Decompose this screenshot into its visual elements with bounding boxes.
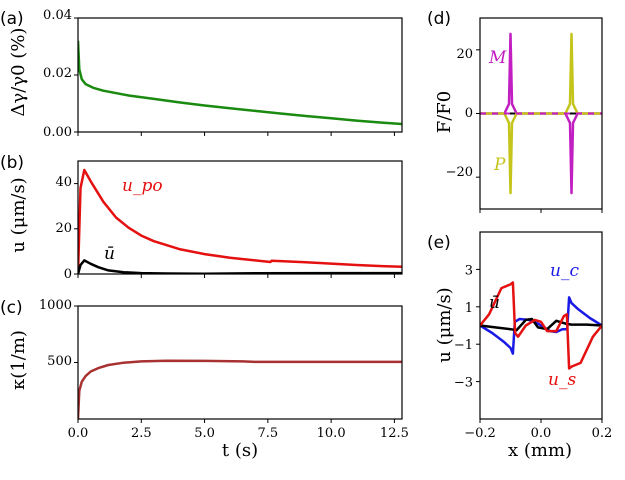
annotation-u-bar-e: ū (489, 293, 500, 313)
ytick-d-1: 0 (465, 106, 473, 121)
axes-panel-c: 0.0 2.5 5.0 7.5 10.0 12.5 (68, 305, 409, 441)
axes-frame-b (77, 160, 403, 275)
xtick-label-c-4: 10.0 (317, 426, 346, 441)
ytick-label-e-1: 1 (465, 301, 473, 316)
panel-label-a: (a) (0, 9, 24, 29)
ytick-d-0: 20 (456, 47, 473, 62)
xtick-label-e-1: 0.0 (531, 426, 552, 441)
annotation-u-c: u_c (550, 261, 579, 281)
annotation-u-bar-b: ū (104, 244, 115, 264)
axes-frame-a (77, 17, 403, 133)
ytick-label-e-2: −1 (454, 338, 473, 353)
series-b-1 (78, 259, 402, 274)
xtick-label-c-2: 5.0 (194, 426, 215, 441)
ytick-c-0: 500 (47, 354, 72, 369)
series-e-2 (480, 281, 602, 370)
xtick-label-c-0: 0.0 (68, 426, 89, 441)
ytick-b-2: 40 (55, 175, 72, 190)
series-a-0 (78, 40, 402, 126)
xlabel-e: x (mm) (508, 440, 572, 461)
axes-panel-d (476, 17, 603, 213)
annotation-u-po: u_po (122, 176, 163, 196)
annotation-P: P (493, 155, 506, 175)
axes-panel-a (74, 17, 403, 136)
ytick-d-2: −20 (446, 165, 473, 180)
ytick-label-e-0: 3 (465, 263, 473, 278)
ylabel-a: Δγ/γ0 (%) (8, 28, 29, 117)
ylabel-e: u (μm/s) (434, 287, 455, 362)
series-b-0 (78, 168, 402, 274)
ylabel-c: κ(1/m) (8, 330, 29, 390)
ylabel-d: F/F0 (434, 91, 455, 134)
ytick-a-0: 0.00 (43, 125, 72, 140)
series-c-0 (78, 359, 402, 419)
ytick-c-1: 1000 (39, 298, 72, 313)
xtick-label-c-5: 12.5 (380, 426, 409, 441)
panel-label-d: (d) (427, 9, 451, 29)
xtick-label-e-0: −0.2 (464, 426, 496, 441)
xtick-label-c-3: 7.5 (258, 426, 279, 441)
series-e-1 (480, 317, 602, 332)
ytick-label-e-3: −3 (454, 376, 473, 391)
panel-label-e: (e) (427, 233, 451, 253)
ytick-b-0: 0 (64, 267, 72, 282)
axes-panel-e: −0.2 0.0 0.2 3 1 −1 −3 (454, 231, 613, 441)
annotation-M: M (488, 48, 507, 68)
annotation-u-s: u_s (548, 370, 576, 390)
xlabel-c: t (s) (222, 440, 258, 461)
ytick-a-2: 0.04 (43, 8, 72, 23)
ytick-a-1: 0.02 (43, 66, 72, 81)
panel-label-b: (b) (0, 153, 24, 173)
ytick-b-1: 20 (55, 221, 72, 236)
panel-label-c: (c) (0, 298, 23, 318)
xtick-label-e-2: 0.2 (592, 426, 613, 441)
xtick-label-c-1: 2.5 (131, 426, 152, 441)
axes-panel-b (74, 160, 403, 278)
ylabel-b: u (μm/s) (8, 177, 29, 252)
